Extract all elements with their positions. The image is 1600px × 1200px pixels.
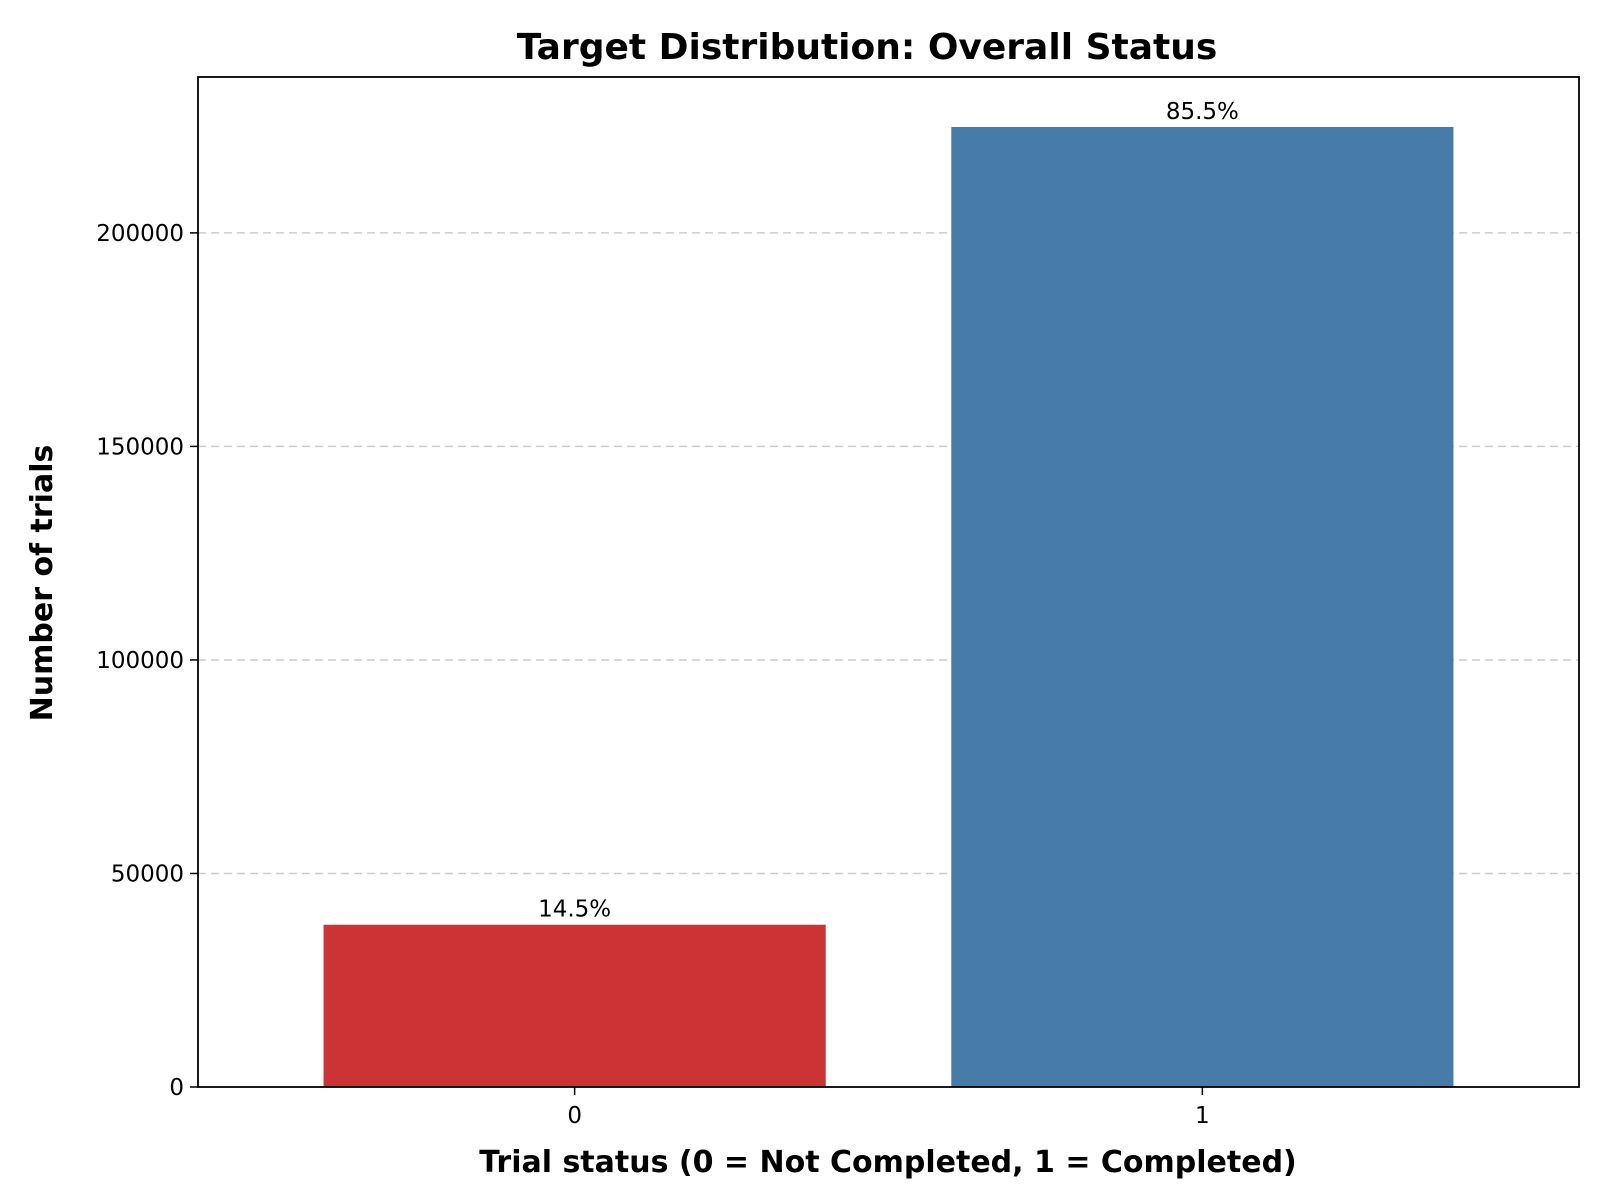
bars xyxy=(323,126,1454,1087)
y-axis-ticks: 0 50000 100000 150000 200000 xyxy=(96,221,198,1101)
y-tick-label: 50000 xyxy=(111,861,184,887)
y-tick-label: 100000 xyxy=(96,648,184,674)
bar-1 xyxy=(951,126,1454,1087)
y-tick-label: 150000 xyxy=(96,434,184,460)
x-tick-label: 1 xyxy=(1195,1103,1210,1129)
x-axis-label: Trial status (0 = Not Completed, 1 = Com… xyxy=(479,1145,1297,1180)
bar-0 xyxy=(323,924,826,1087)
chart-title: Target Distribution: Overall Status xyxy=(517,27,1218,68)
y-tick-label: 200000 xyxy=(96,221,184,247)
data-labels: 14.5% 85.5% xyxy=(538,99,1239,923)
data-label-1: 85.5% xyxy=(1166,99,1239,125)
data-label-0: 14.5% xyxy=(538,897,611,923)
y-axis-label: Number of trials xyxy=(25,445,60,722)
x-tick-label: 0 xyxy=(567,1103,582,1129)
plot-frame xyxy=(197,76,1580,1088)
y-tick-label: 0 xyxy=(169,1075,184,1101)
